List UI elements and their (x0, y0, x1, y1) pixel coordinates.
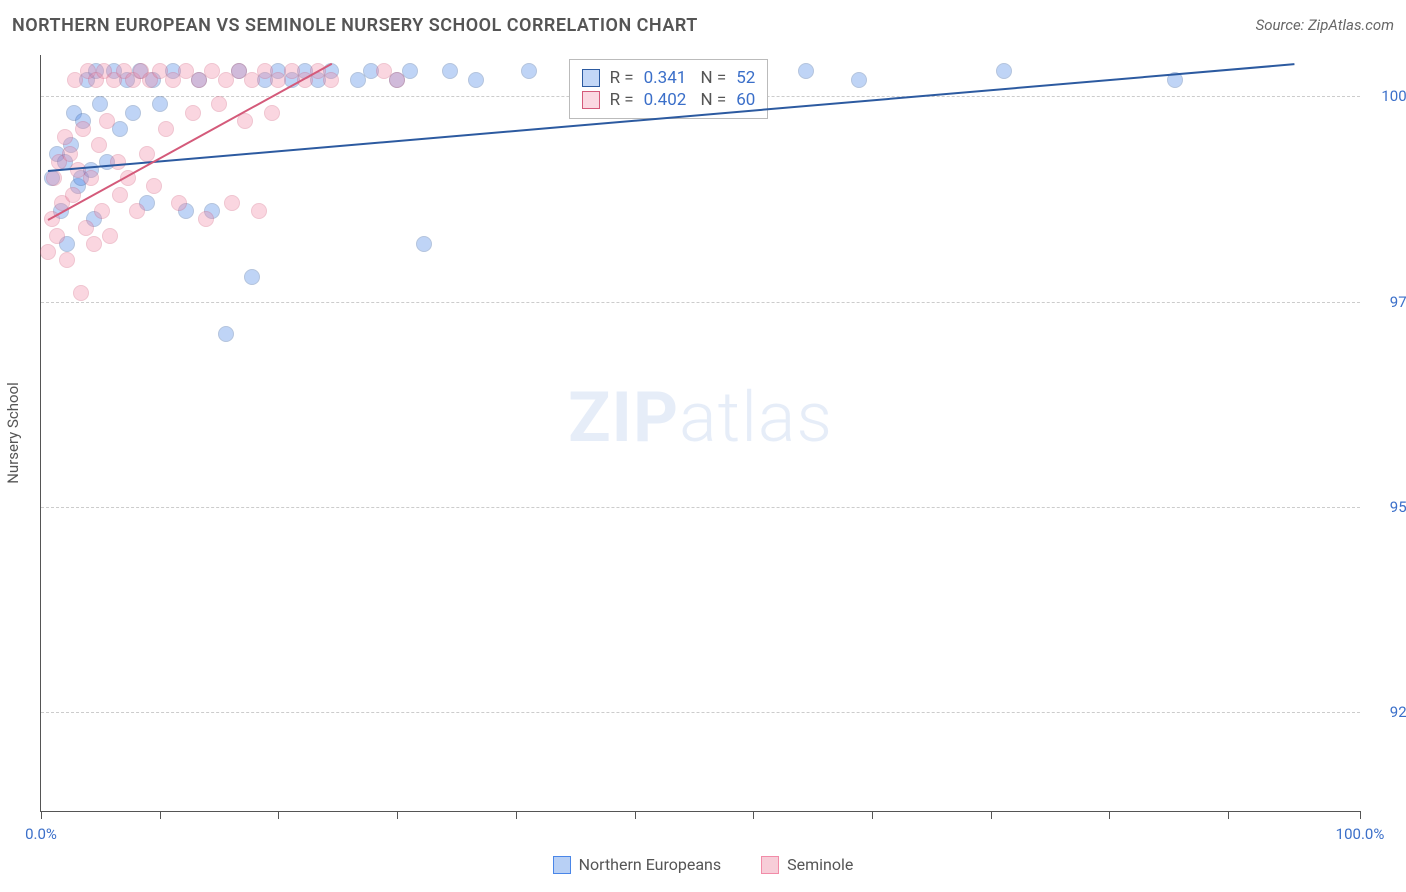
y-tick-label: 100.0% (1370, 87, 1406, 105)
scatter-point (211, 96, 227, 112)
scatter-point (996, 63, 1012, 79)
stats-row: R = 0.402 N = 60 (582, 90, 756, 110)
scatter-point (468, 72, 484, 88)
x-tick (1228, 811, 1229, 819)
scatter-point (49, 228, 65, 244)
scatter-point (46, 170, 62, 186)
x-tick (41, 811, 42, 819)
x-tick-label: 100.0% (1336, 825, 1385, 843)
scatter-plot: Nursery School ZIPatlas 92.5%95.0%97.5%1… (40, 55, 1360, 812)
scatter-point (86, 236, 102, 252)
x-tick (872, 811, 873, 819)
gridline (41, 507, 1360, 508)
y-axis-label: Nursery School (4, 382, 22, 484)
y-tick-label: 95.0% (1370, 498, 1406, 516)
watermark: ZIPatlas (568, 377, 833, 459)
scatter-point (152, 96, 168, 112)
scatter-point (102, 228, 118, 244)
scatter-point (125, 105, 141, 121)
x-tick-label: 0.0% (25, 825, 57, 843)
legend-item: Northern Europeans (553, 855, 722, 874)
stat-r-value: 0.341 (644, 68, 687, 88)
source-label: Source: ZipAtlas.com (1256, 16, 1394, 34)
scatter-point (389, 72, 405, 88)
scatter-point (112, 187, 128, 203)
legend-swatch (761, 856, 779, 874)
stat-n-label: N = (696, 68, 726, 88)
scatter-point (244, 269, 260, 285)
gridline (41, 712, 1360, 713)
x-tick (160, 811, 161, 819)
stat-n-value: 52 (736, 68, 755, 88)
scatter-point (139, 146, 155, 162)
legend-swatch (553, 856, 571, 874)
scatter-point (218, 326, 234, 342)
stats-row: R = 0.341 N = 52 (582, 68, 756, 88)
scatter-point (521, 63, 537, 79)
x-tick (516, 811, 517, 819)
scatter-point (146, 178, 162, 194)
scatter-point (171, 195, 187, 211)
x-tick (278, 811, 279, 819)
stat-n-label: N = (696, 90, 726, 110)
stat-n-value: 60 (736, 90, 755, 110)
x-tick (991, 811, 992, 819)
scatter-point (92, 96, 108, 112)
scatter-point (442, 63, 458, 79)
scatter-point (78, 220, 94, 236)
scatter-point (264, 105, 280, 121)
scatter-point (323, 72, 339, 88)
x-tick (1360, 811, 1361, 819)
legend-item: Seminole (761, 855, 853, 874)
chart-title: NORTHERN EUROPEAN VS SEMINOLE NURSERY SC… (12, 15, 698, 36)
gridline (41, 302, 1360, 303)
scatter-point (62, 146, 78, 162)
scatter-point (112, 121, 128, 137)
scatter-point (99, 113, 115, 129)
x-tick (635, 811, 636, 819)
scatter-point (198, 211, 214, 227)
legend-swatch (582, 91, 600, 109)
scatter-point (75, 121, 91, 137)
x-tick (1109, 811, 1110, 819)
scatter-point (798, 63, 814, 79)
legend: Northern Europeans Seminole (0, 855, 1406, 874)
y-tick-label: 97.5% (1370, 293, 1406, 311)
stat-r-label: R = (610, 90, 634, 110)
scatter-point (57, 129, 73, 145)
scatter-point (416, 236, 432, 252)
scatter-point (83, 170, 99, 186)
scatter-point (65, 187, 81, 203)
scatter-point (73, 285, 89, 301)
legend-label: Seminole (787, 855, 853, 874)
scatter-point (851, 72, 867, 88)
x-tick (397, 811, 398, 819)
scatter-point (110, 154, 126, 170)
scatter-point (94, 203, 110, 219)
scatter-point (40, 244, 56, 260)
stat-r-label: R = (610, 68, 634, 88)
scatter-point (129, 203, 145, 219)
scatter-point (158, 121, 174, 137)
legend-swatch (582, 69, 600, 87)
scatter-point (91, 137, 107, 153)
stat-r-value: 0.402 (644, 90, 687, 110)
scatter-point (224, 195, 240, 211)
scatter-point (59, 252, 75, 268)
y-tick-label: 92.5% (1370, 703, 1406, 721)
x-tick (753, 811, 754, 819)
scatter-point (251, 203, 267, 219)
scatter-point (185, 105, 201, 121)
legend-label: Northern Europeans (579, 855, 722, 874)
